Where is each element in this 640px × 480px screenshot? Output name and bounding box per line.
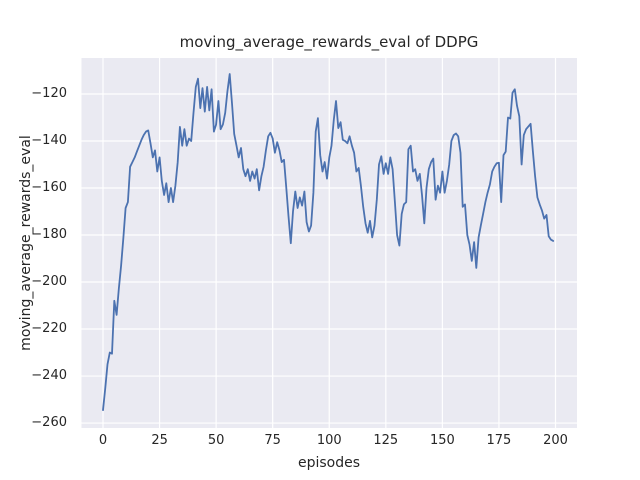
y-tick-label: −220	[31, 321, 67, 336]
x-tick-label: 175	[486, 433, 512, 448]
x-tick-label: 25	[151, 433, 168, 448]
y-tick-label: −180	[31, 227, 67, 242]
x-tick-label: 200	[543, 433, 568, 448]
x-axis-label: episodes	[297, 455, 361, 471]
x-tick-label: 125	[373, 433, 399, 448]
chart-title: moving_average_rewards_eval of DDPG	[179, 33, 479, 51]
y-tick-label: −200	[31, 274, 67, 289]
y-tick-label: −160	[31, 180, 67, 195]
x-tick-label: 100	[316, 433, 342, 448]
x-tick-label: 0	[98, 433, 108, 448]
y-tick-label: −140	[31, 133, 67, 148]
y-axis-label: moving_average_rewards_eval	[18, 135, 34, 351]
x-tick-label: 150	[429, 433, 455, 448]
y-tick-label: −240	[31, 368, 67, 383]
x-tick-label: 50	[207, 433, 225, 448]
y-tick-label: −120	[31, 86, 67, 101]
x-tick-label: 75	[264, 433, 281, 448]
reward-line-series	[102, 73, 555, 411]
y-tick-label: −260	[31, 415, 67, 431]
